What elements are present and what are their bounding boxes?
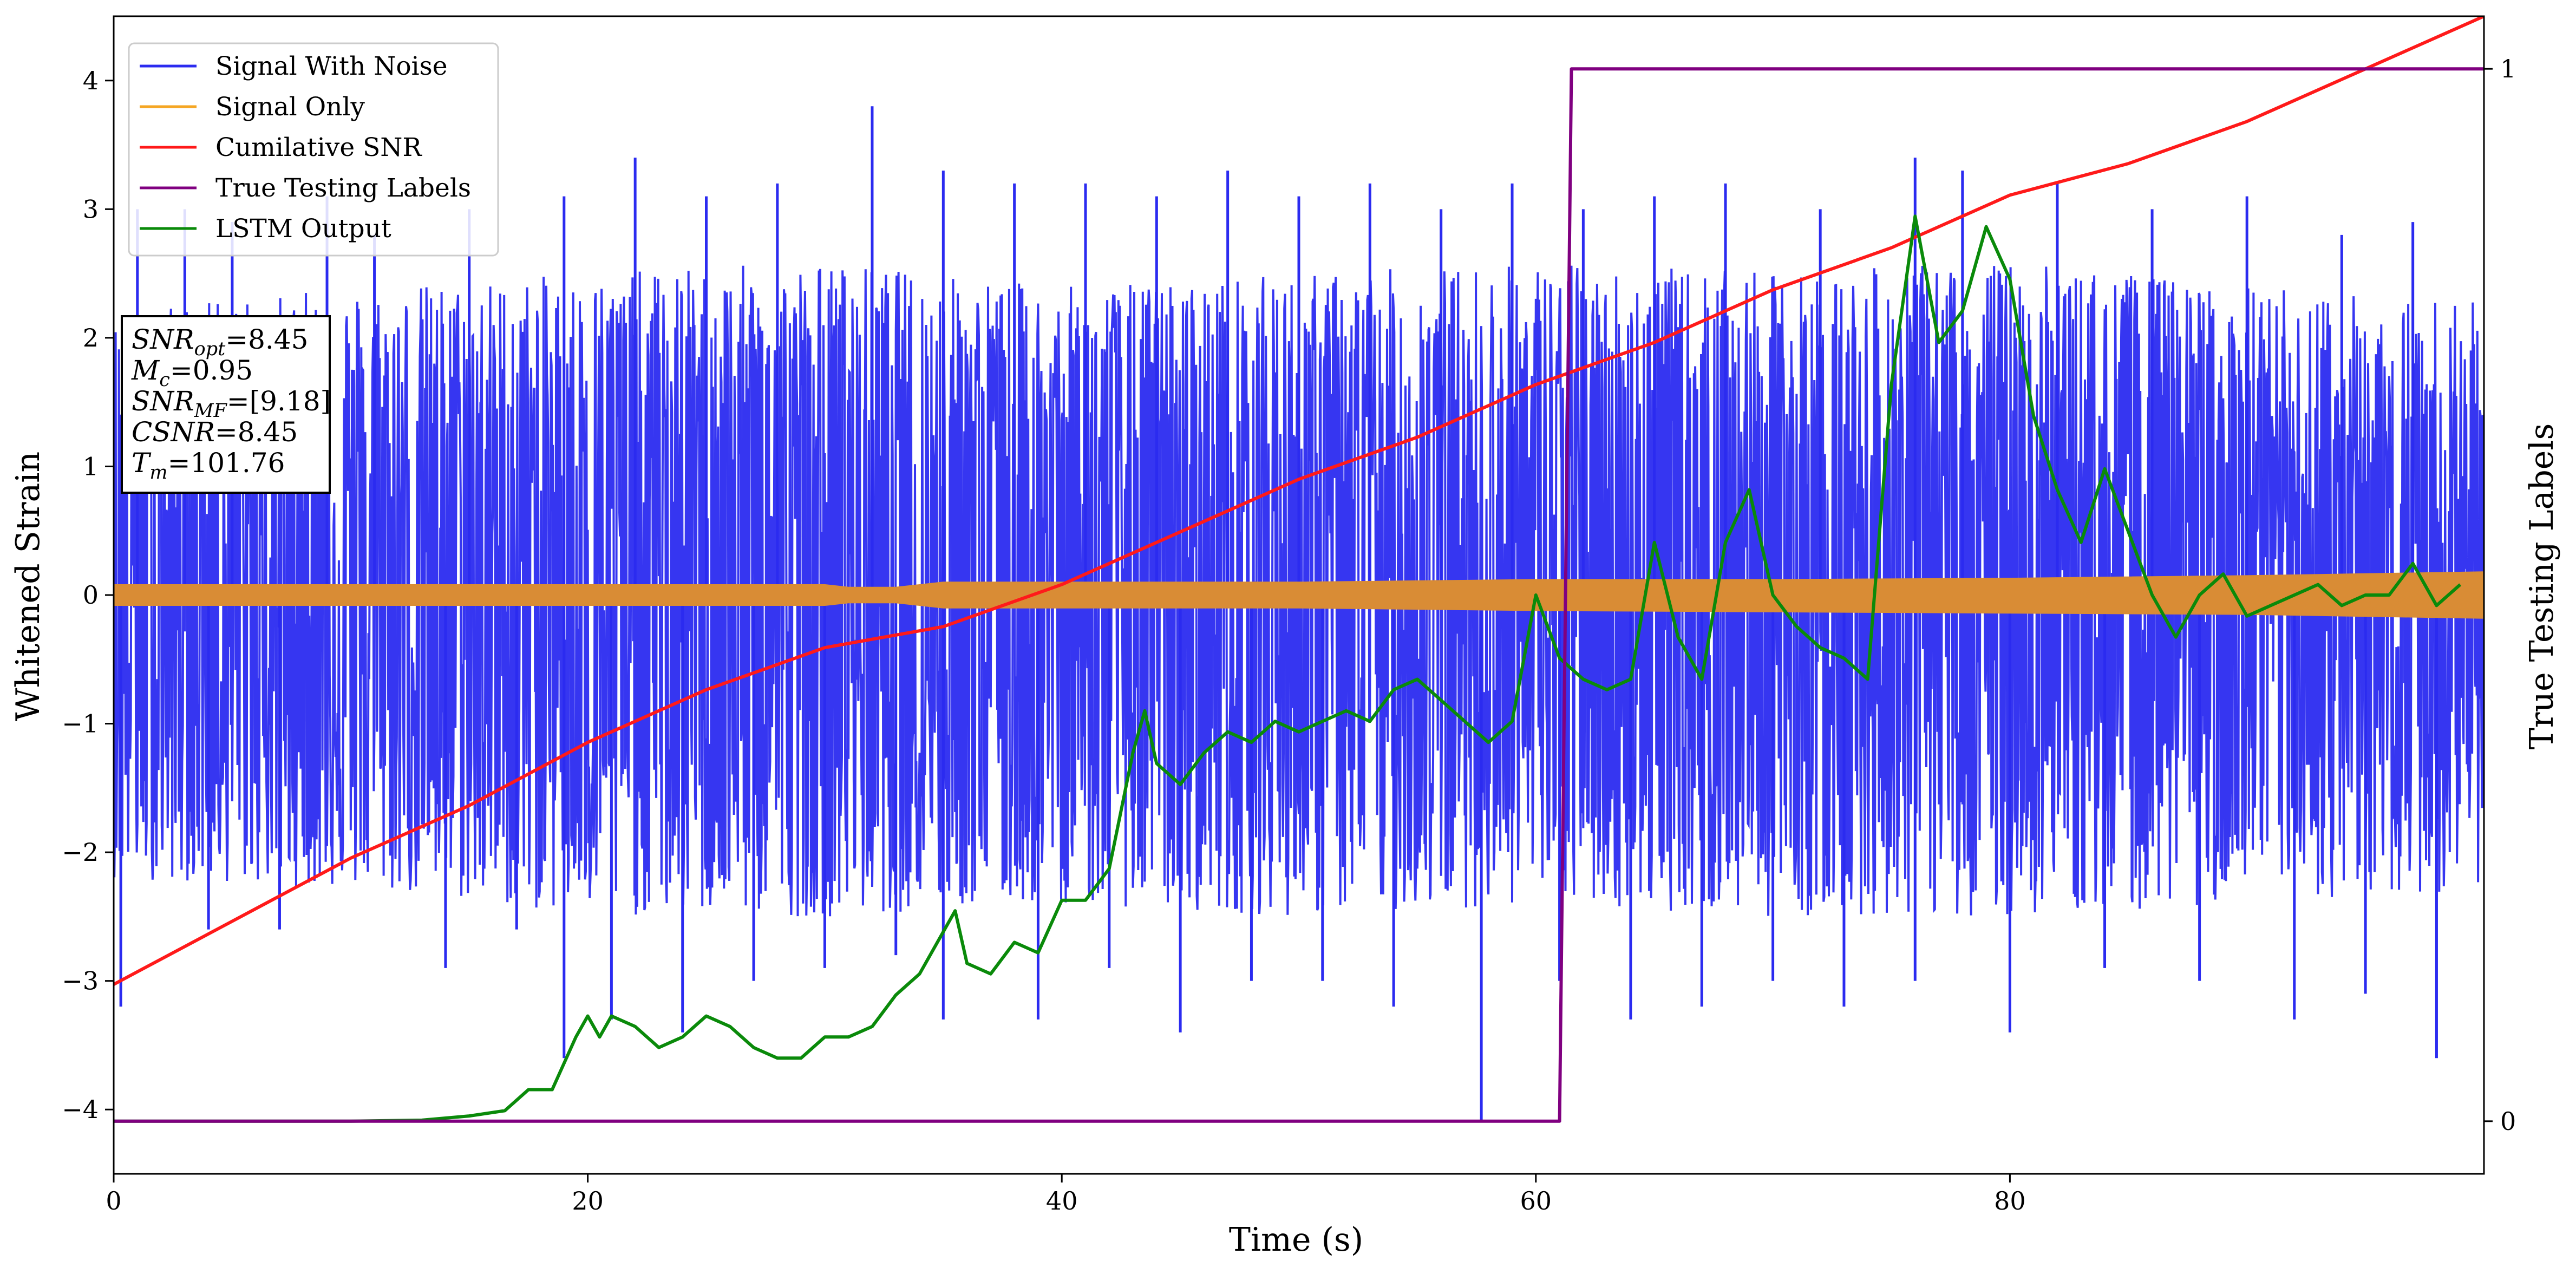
plot-area <box>114 16 2484 1123</box>
info-box: SNRopt=8.45Mc=0.95SNRMF=[9.18]CSNR=8.45T… <box>121 315 331 494</box>
x-tick-label: 40 <box>1046 1186 1078 1216</box>
cumulative-snr-line <box>114 16 2484 986</box>
y-tick-label: 3 <box>83 194 99 224</box>
y-tick-label: 4 <box>83 66 99 95</box>
y2-tick-label: 1 <box>2500 54 2516 83</box>
info-line: Mc=0.95 <box>131 355 253 391</box>
noise-series-line <box>114 265 2484 917</box>
info-line: SNRMF=[9.18] <box>132 386 331 422</box>
legend: Signal With Noise Signal Only Cumilative S… <box>128 42 499 257</box>
y-tick-label: 2 <box>83 323 99 352</box>
y2-axis-label: True Testing Labels <box>2523 423 2561 750</box>
legend-entry: LSTM Output <box>215 214 391 244</box>
y2-tick-label: 0 <box>2500 1107 2516 1136</box>
legend-entry: True Testing Labels <box>215 173 471 203</box>
info-line: CSNR=8.45 <box>132 416 298 448</box>
y-tick-label: −3 <box>62 966 99 996</box>
info-box-frame <box>121 315 331 494</box>
x-tick-label: 0 <box>106 1186 121 1216</box>
x-tick-label: 20 <box>572 1186 604 1216</box>
y-tick-label: 0 <box>83 580 99 610</box>
y-tick-label: 1 <box>83 452 99 481</box>
legend-box <box>128 42 499 257</box>
true-testing-labels-line <box>114 67 2484 1123</box>
legend-entry: Cumilative SNR <box>215 133 422 162</box>
y-axis-label: Whitened Strain <box>9 452 47 721</box>
y-tick-label: −4 <box>62 1095 99 1124</box>
y-tick-label: −1 <box>62 709 99 739</box>
x-axis-label: Time (s) <box>1229 1221 1363 1259</box>
x-tick-label: 60 <box>1520 1186 1552 1216</box>
info-line: Tm=101.76 <box>132 447 285 484</box>
lstm-output-line <box>114 214 2462 1123</box>
y-tick-label: −2 <box>62 838 99 867</box>
legend-entry: Signal Only <box>215 92 365 122</box>
signal-only-band <box>114 571 2484 619</box>
x-tick-label: 80 <box>1994 1186 2026 1216</box>
legend-entry: Signal With Noise <box>215 51 448 81</box>
info-line: SNRopt=8.45 <box>132 324 308 360</box>
